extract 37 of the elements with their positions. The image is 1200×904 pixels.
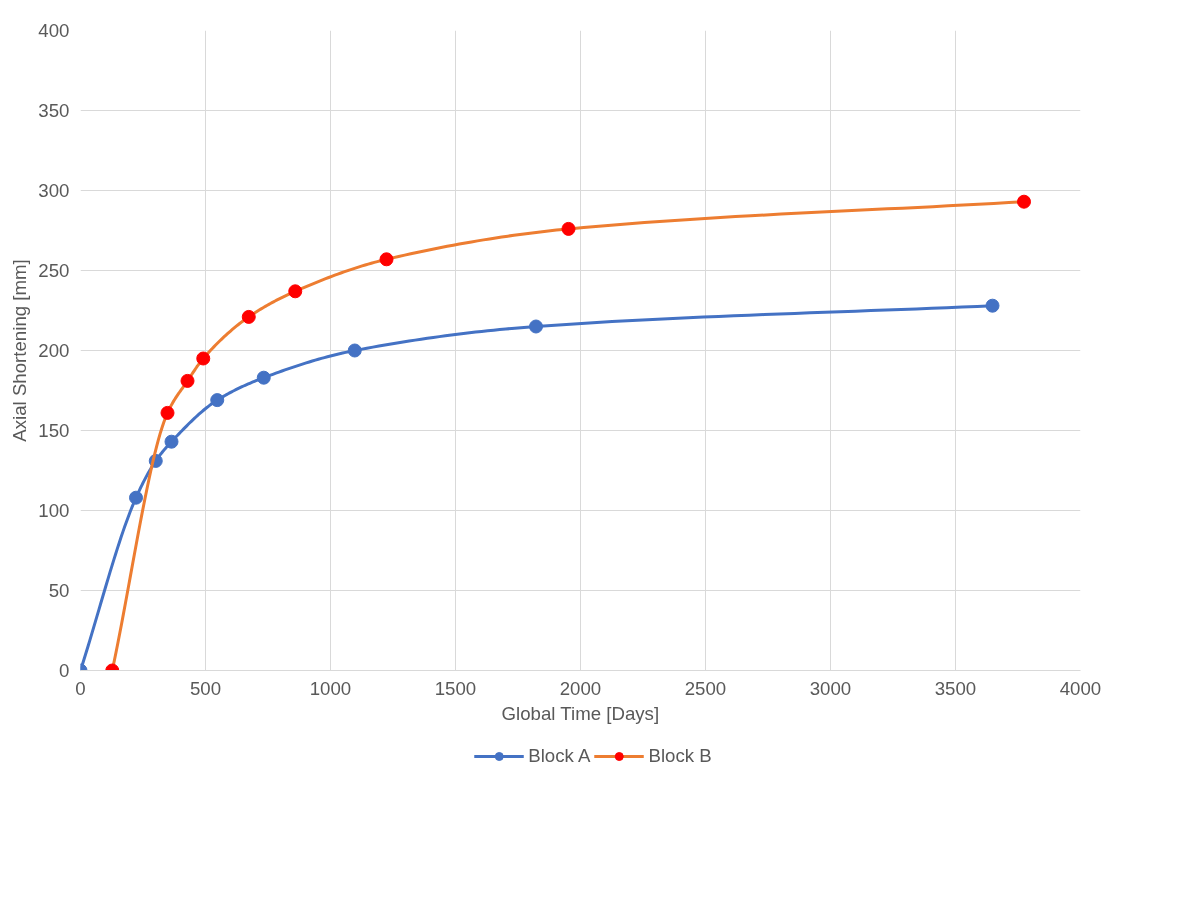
point [241, 309, 256, 324]
x-tick-label: 0 [75, 677, 86, 699]
point [347, 343, 362, 358]
x-tick-label: 4000 [1059, 677, 1102, 699]
y-tick-label: 100 [38, 500, 70, 521]
y-tick-label: 350 [38, 100, 70, 121]
y-tick-label: 300 [38, 180, 70, 201]
point [1017, 194, 1031, 209]
point [129, 490, 143, 505]
point [379, 252, 394, 267]
point [210, 393, 225, 408]
y-axis-title: Axial Shortening [mm] [9, 259, 31, 442]
point [160, 405, 175, 420]
y-tick-label: 200 [38, 340, 70, 361]
y-tick-label: 250 [38, 260, 70, 281]
point [196, 351, 211, 366]
point [529, 319, 543, 334]
y-tick-label: 0 [59, 660, 70, 681]
x-tick-label: 2000 [559, 677, 602, 699]
legend-label: Block A [528, 745, 591, 767]
point [985, 298, 1000, 313]
point [256, 370, 271, 385]
legend-label: Block B [648, 745, 712, 767]
point [164, 434, 179, 449]
point [180, 373, 195, 388]
point [288, 284, 303, 299]
point [561, 221, 576, 236]
x-tick-label: 3500 [934, 677, 977, 699]
x-axis-title: Global Time [Days] [501, 702, 660, 724]
x-tick-label: 500 [189, 677, 222, 699]
x-tick-label: 1000 [309, 677, 352, 699]
y-tick-label: 50 [48, 580, 70, 601]
y-tick-label: 150 [38, 420, 70, 441]
x-tick-label: 2500 [684, 677, 727, 699]
x-tick-label: 1500 [434, 677, 477, 699]
x-tick-label: 3000 [809, 677, 852, 699]
y-tick-label: 400 [38, 20, 70, 41]
